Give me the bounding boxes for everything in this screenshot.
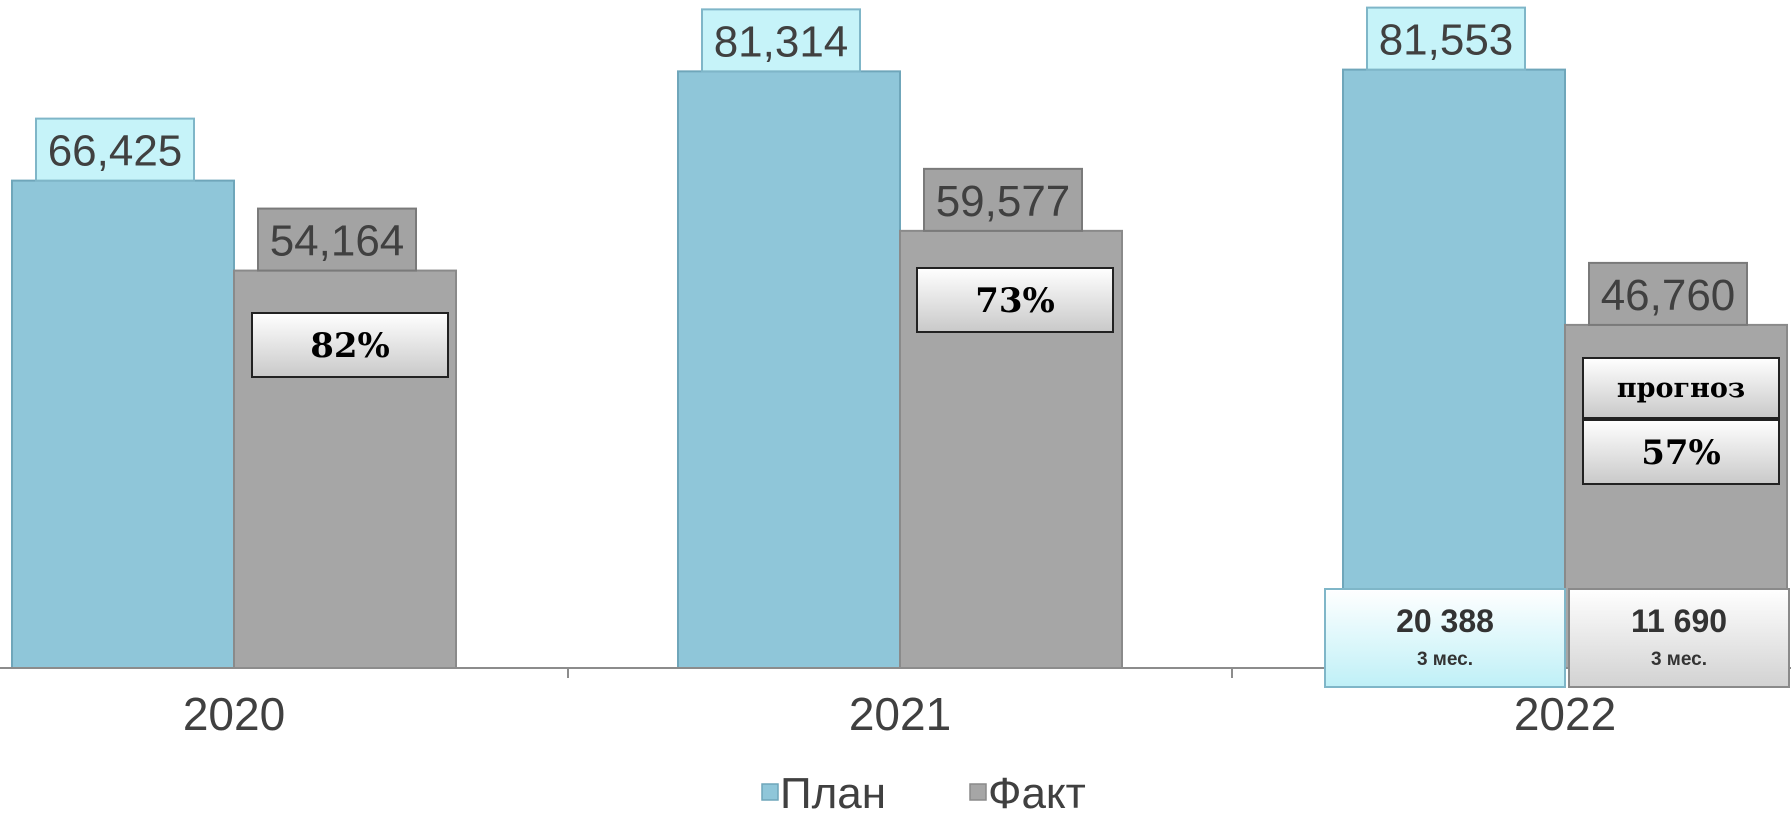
percent-label-2020: 82% xyxy=(310,326,390,366)
percent-label-2021: 73% xyxy=(975,281,1055,321)
value-label-box-Факт-2021 xyxy=(923,167,1083,232)
value-label-План-2020: 66,425 xyxy=(48,127,183,176)
quarter-plan-box xyxy=(1324,588,1566,688)
value-label-box-План-2021 xyxy=(701,8,861,73)
value-labels-layer: 66,425 54,164 81,314 59,577 81,553 46,760 xyxy=(35,6,1748,326)
quarter-fact-box xyxy=(1568,588,1790,688)
value-label-Факт-2022: 46,760 xyxy=(1601,271,1736,320)
x-tick-label-2020: 2020 xyxy=(183,688,285,740)
bar-План-2020 xyxy=(11,179,235,669)
percent-label-2022: 57% xyxy=(1641,433,1721,473)
percent-box-2022 xyxy=(1582,419,1780,485)
x-tick-label-2022: 2022 xyxy=(1514,688,1616,740)
x-tick-label-2021: 2021 xyxy=(849,688,951,740)
value-label-План-2022: 81,553 xyxy=(1379,16,1514,65)
value-label-box-Факт-2020 xyxy=(257,207,417,272)
forecast-box xyxy=(1582,357,1780,419)
quarter-plan-value: 20 388 xyxy=(1396,603,1494,639)
quarter-fact-value: 11 690 xyxy=(1631,603,1727,639)
quarter-fact-period: 3 мес. xyxy=(1651,649,1707,670)
legend-label-План: План xyxy=(780,769,886,815)
x-axis: 2020 2021 2022 xyxy=(0,667,1791,740)
quarter-plan-period: 3 мес. xyxy=(1417,649,1473,670)
annotations-layer: 82% 73% 57% прогноз 20 388 3 мес. 11 690 3 мес. xyxy=(251,267,1790,688)
legend-label-Факт: Факт xyxy=(988,769,1086,815)
value-label-Факт-2020: 54,164 xyxy=(270,217,405,266)
value-label-Факт-2021: 59,577 xyxy=(936,177,1071,226)
legend-swatch-План xyxy=(761,783,779,801)
value-label-box-Факт-2022 xyxy=(1588,261,1748,326)
value-label-План-2021: 81,314 xyxy=(714,17,849,66)
forecast-label: прогноз xyxy=(1617,373,1745,404)
bar-План-2021 xyxy=(677,70,901,670)
legend-swatch-Факт xyxy=(969,783,987,801)
percent-box-2021 xyxy=(916,267,1114,333)
bar-План-2022 xyxy=(1342,68,1566,669)
legend: План Факт xyxy=(761,769,1086,815)
value-label-box-План-2020 xyxy=(35,117,195,182)
percent-box-2020 xyxy=(251,312,449,378)
value-label-box-План-2022 xyxy=(1366,6,1526,71)
